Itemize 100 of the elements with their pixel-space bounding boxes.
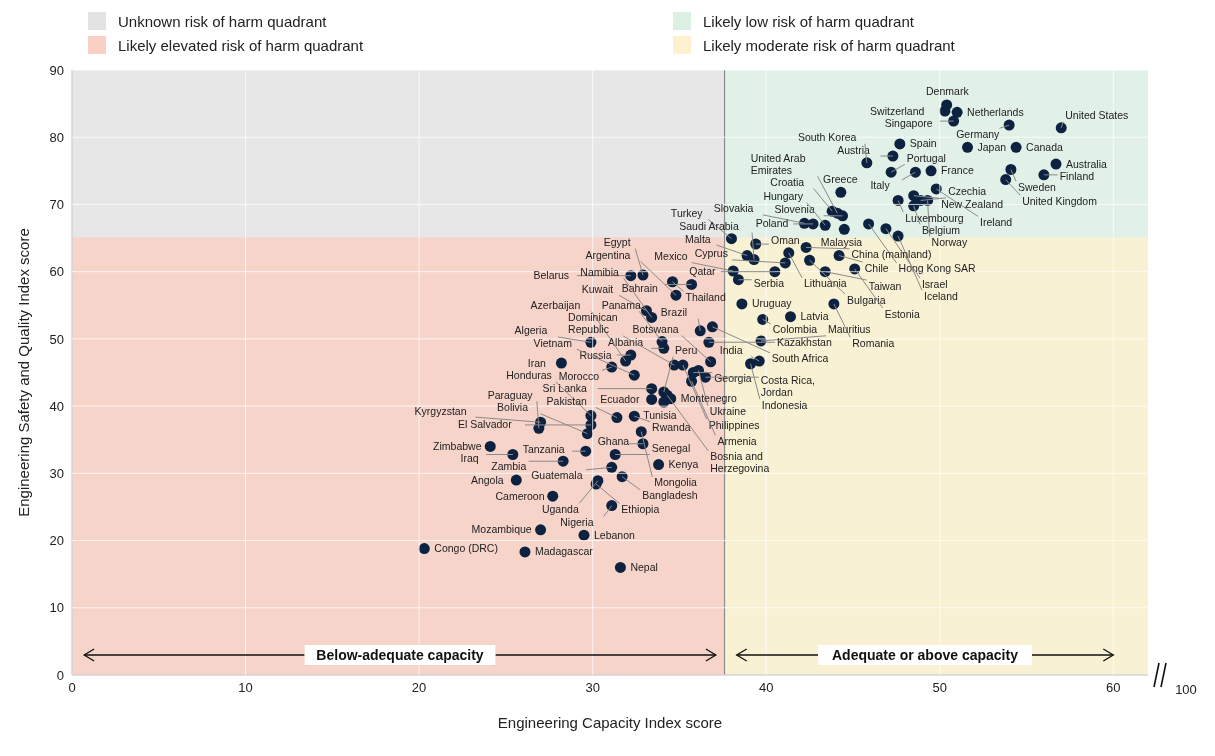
data-label: Iraq [460, 452, 479, 465]
data-label: Philippines [708, 418, 760, 431]
data-label: Ukraine [709, 405, 747, 418]
data-label: Brazil [660, 306, 688, 319]
data-label: Kazakhstan [776, 335, 832, 348]
data-label: Hungary [763, 190, 804, 203]
data-label: Uruguay [751, 297, 793, 310]
data-label: Norway [931, 235, 968, 248]
data-label: United Arab Emirates [750, 151, 806, 176]
data-label: Spain [909, 137, 937, 150]
data-label: France [941, 164, 974, 177]
data-label: Ghana [597, 435, 630, 448]
data-label: Portugal [906, 151, 946, 164]
data-label: Bangladesh [642, 489, 698, 502]
data-label: Austria [837, 143, 871, 156]
data-label: Hong Kong SAR [898, 262, 977, 275]
data-label: Estonia [884, 307, 920, 320]
data-label: Malta [685, 232, 711, 245]
data-label: Dominican Republic [568, 311, 618, 336]
data-label: Algeria [514, 324, 548, 337]
data-label: Czechia [948, 185, 987, 198]
data-label: Australia [1066, 157, 1108, 170]
data-label: Germany [956, 127, 1001, 140]
data-label: Guatemala [531, 469, 583, 482]
data-label: Turkey [670, 206, 704, 219]
x-tick-label: 20 [411, 680, 427, 696]
data-label: Finland [1059, 170, 1095, 183]
data-label: Saudi Arabia [679, 220, 739, 233]
data-label: Singapore [884, 116, 933, 129]
data-label: Slovenia [774, 203, 815, 216]
data-label: Zambia [491, 460, 527, 473]
data-label: Colombia [772, 323, 818, 336]
data-label: Azerbaijan [530, 299, 581, 312]
data-label: Malaysia [820, 235, 863, 248]
data-label: Taiwan [868, 279, 902, 292]
data-label: Armenia [717, 434, 757, 447]
data-label: Iran [527, 356, 547, 369]
annotation: Adequate or above capacity [832, 647, 1019, 663]
x-tick-label: 10 [238, 680, 253, 696]
data-label: Lebanon [593, 528, 636, 541]
data-label: Uganda [541, 502, 579, 515]
data-label: Japan [977, 140, 1007, 153]
data-label: Romania [852, 336, 895, 349]
data-label: Peru [675, 344, 698, 357]
x-tick-label: 60 [1106, 680, 1121, 696]
data-label: Belarus [533, 269, 570, 282]
data-label: Nepal [630, 560, 658, 573]
y-tick-label: 30 [49, 465, 64, 481]
data-label: Chile [864, 261, 889, 274]
data-label: Morocco [558, 369, 600, 382]
data-label: Honduras [506, 369, 552, 382]
text: 100 [1175, 682, 1197, 697]
data-label: Egypt [603, 236, 631, 249]
data-label: Kyrgyzstan [414, 404, 467, 417]
data-label: Indonesia [761, 398, 808, 411]
legend-label: Likely moderate risk of harm quadrant [703, 36, 955, 54]
data-label: Costa Rica, Jordan [760, 373, 815, 398]
data-label: Canada [1026, 140, 1064, 153]
x-tick-label: 40 [758, 680, 774, 696]
x-axis-title: Engineering Capacity Index score [497, 714, 723, 731]
data-label: Cameroon [495, 489, 545, 502]
data-label: Luxembourg [905, 211, 964, 224]
y-tick-label: 40 [49, 398, 64, 414]
data-label: Greece [823, 172, 858, 185]
data-label: Denmark [926, 85, 970, 98]
data-label: Mauritius [828, 323, 871, 336]
data-label: Serbia [753, 277, 785, 290]
annotation: Below-adequate capacity [316, 647, 484, 663]
data-label: Pakistan [546, 394, 588, 407]
x-tick-label: 50 [932, 680, 947, 696]
data-label: New Zealand [941, 197, 1004, 210]
y-tick-label: 70 [49, 197, 64, 213]
data-label: Rwanda [652, 421, 691, 434]
data-label: Bosnia and Herzegovina [710, 450, 770, 475]
legend-label: Likely elevated risk of harm quadrant [118, 36, 364, 54]
data-label: United States [1065, 109, 1129, 122]
y-axis-title: Engineering Safety and Quality Index score [15, 228, 33, 517]
data-label: Paraguay [487, 388, 534, 401]
data-label: Vietnam [533, 336, 573, 349]
data-label: Namibia [580, 265, 620, 278]
data-label: Tanzania [522, 442, 565, 455]
data-label: Kenya [668, 458, 699, 471]
y-tick-label: 90 [49, 62, 64, 78]
data-label: South Africa [771, 352, 829, 365]
data-label: Cyprus [694, 247, 728, 260]
data-label: Italy [870, 179, 891, 192]
data-label: South Korea [797, 131, 857, 144]
x-tick-label: 0 [68, 680, 76, 696]
data-label: Panama [601, 298, 641, 311]
data-label: Albania [608, 335, 644, 348]
data-label: Montenegro [680, 392, 737, 405]
data-label: Nigeria [560, 516, 594, 529]
data-label: Switzerland [870, 104, 925, 117]
data-label: India [719, 344, 743, 357]
y-tick-label: 0 [56, 667, 64, 683]
data-label: Mongolia [654, 476, 698, 489]
x-tick-label: 30 [585, 680, 600, 696]
y-tick-label: 20 [49, 533, 64, 549]
data-label: Sweden [1018, 180, 1057, 193]
data-label: Russia [579, 348, 612, 361]
